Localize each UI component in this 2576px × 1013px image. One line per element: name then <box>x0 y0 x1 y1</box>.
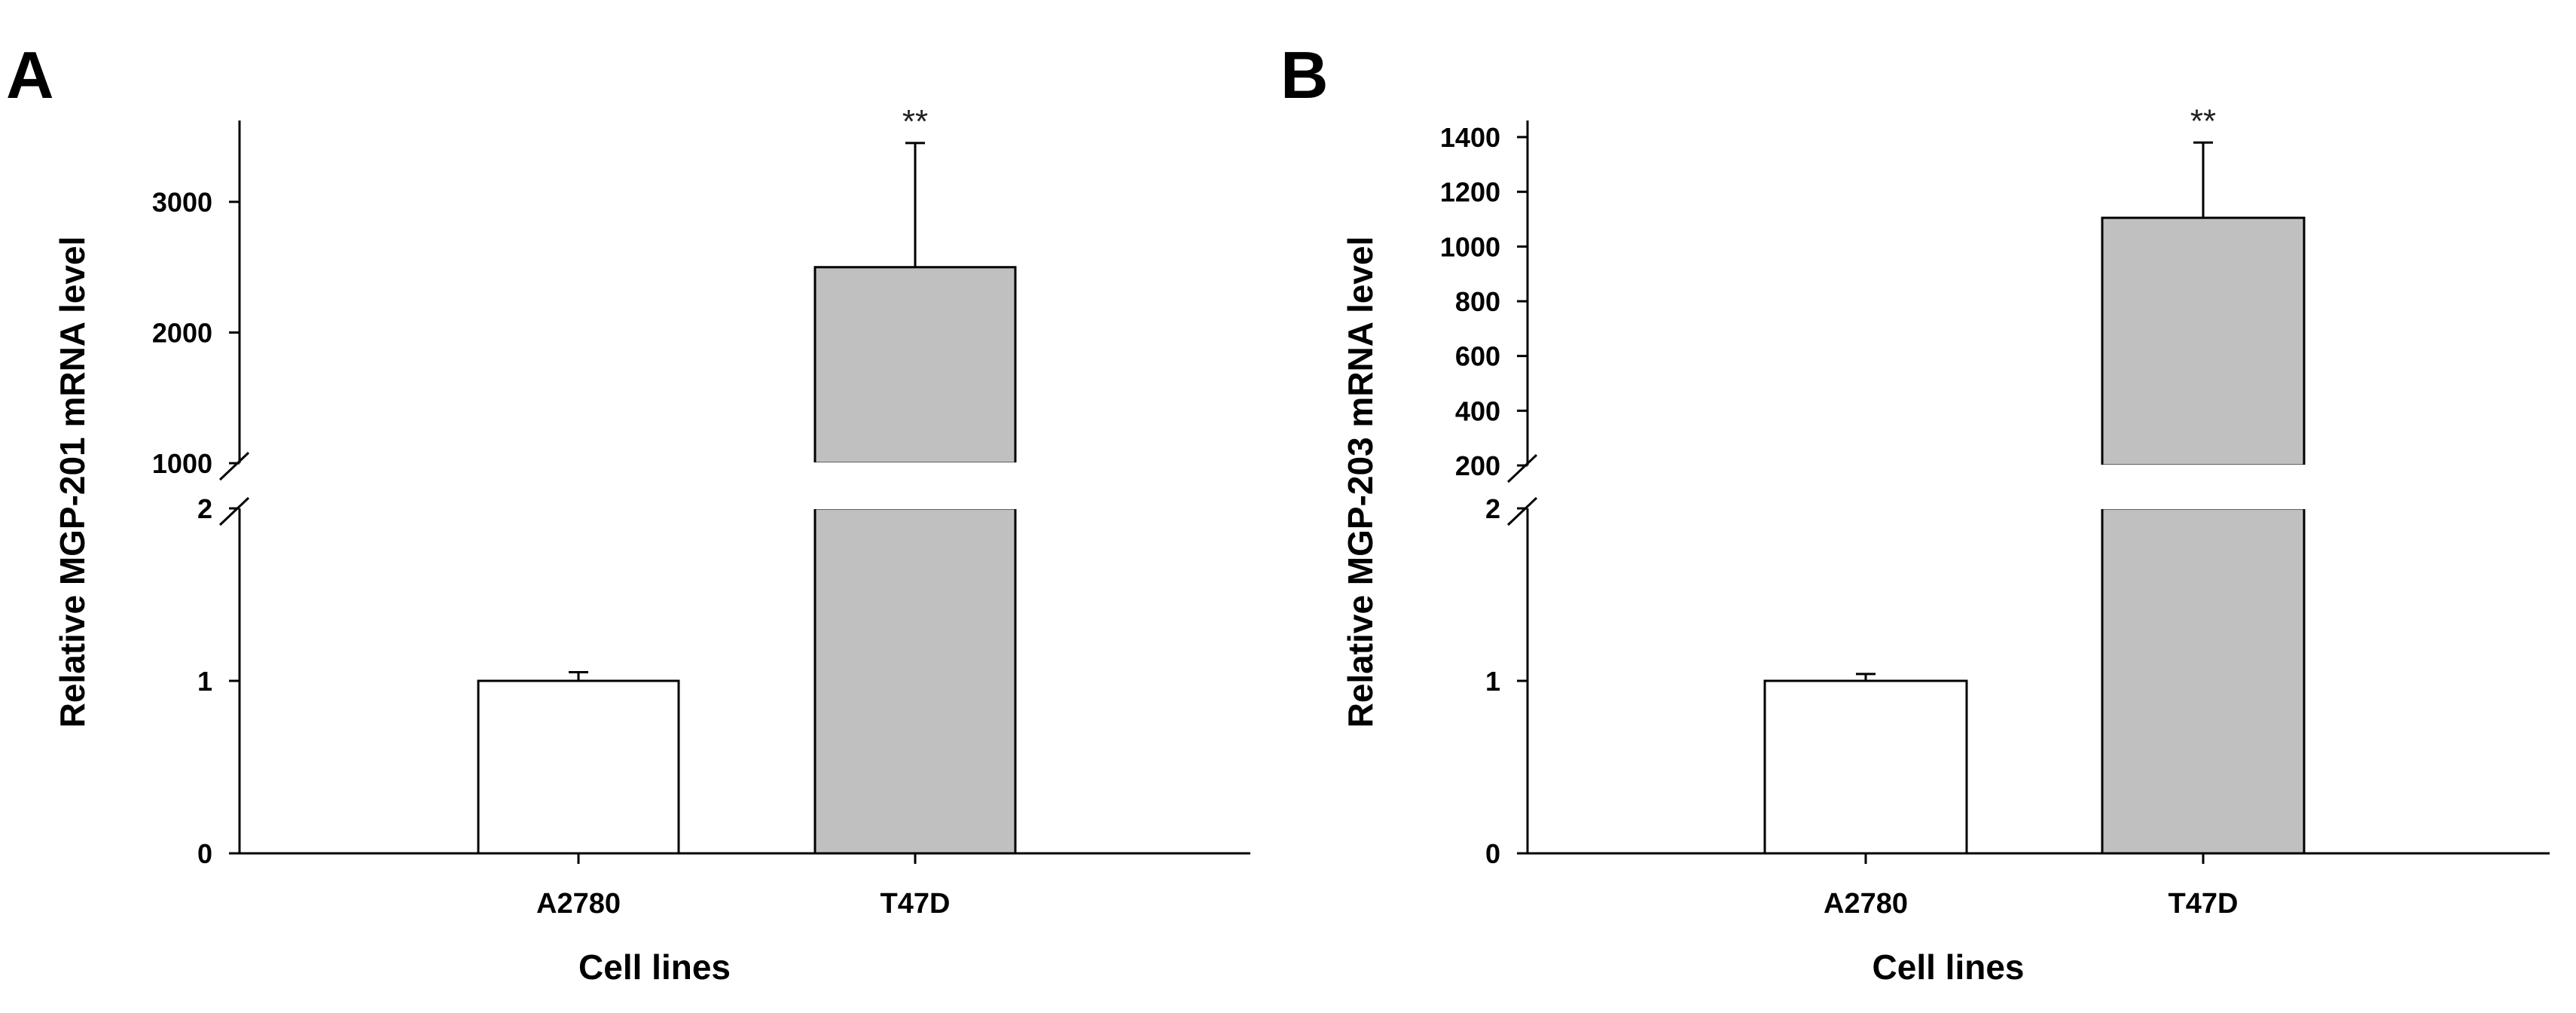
y-tick-label: 1000 <box>152 448 212 479</box>
y-axis-title: Relative MGP-201 mRNA level <box>53 236 92 728</box>
axis-break-mark <box>218 496 250 526</box>
y-tick-label: 600 <box>1455 341 1500 372</box>
significance-marker: ** <box>2190 102 2216 139</box>
x-tick-label: T47D <box>881 888 951 920</box>
axis-break-mark <box>1506 496 1538 526</box>
panel-b: B 0 1 2 200 400 600 800 1000 1200 1400 A2780 ** T47D C… <box>1280 38 2550 987</box>
x-axis-title: Cell lines <box>578 947 731 987</box>
y-tick-label: 2000 <box>152 318 212 349</box>
bar-t47d-upper <box>813 266 1017 465</box>
y-tick-label: 0 <box>1485 838 1500 869</box>
bar-t47d-lower <box>813 507 1017 855</box>
x-tick-label: A2780 <box>1824 888 1908 920</box>
y-tick-label: 1400 <box>1440 122 1500 153</box>
y-tick-label: 1200 <box>1440 177 1500 208</box>
y-tick-label: 3000 <box>152 187 212 218</box>
y-tick-label: 2 <box>1485 493 1500 524</box>
bar-a2780 <box>477 679 680 855</box>
x-axis-title: Cell lines <box>1872 947 2025 987</box>
y-tick-label: 2 <box>197 493 212 524</box>
panel-label: A <box>6 38 54 112</box>
bar-t47d-lower <box>2101 507 2306 855</box>
significance-marker: ** <box>902 103 928 140</box>
bar-break-gap <box>2099 465 2307 509</box>
y-tick-label: 800 <box>1455 286 1500 317</box>
bar-a2780 <box>1763 679 1968 855</box>
y-axis-title: Relative MGP-203 mRNA level <box>1341 236 1380 728</box>
panel-label: B <box>1280 38 1329 112</box>
panel-a: A 0 1 2 1000 2000 3000 A2780 ** T47D Cell lines Rel… <box>6 38 1250 987</box>
bar-t47d-upper <box>2101 216 2306 467</box>
y-tick-label: 1000 <box>1440 231 1500 262</box>
y-tick-label: 400 <box>1455 395 1500 426</box>
axis-break-mark <box>1506 453 1538 484</box>
y-tick-label: 1 <box>197 666 212 697</box>
bar-break-gap <box>812 462 1018 509</box>
x-tick-label: A2780 <box>536 888 621 920</box>
axis-break-mark <box>218 451 250 481</box>
y-tick-label: 0 <box>197 838 212 869</box>
x-tick-label: T47D <box>2169 888 2239 920</box>
y-tick-label: 1 <box>1485 666 1500 697</box>
y-tick-label: 200 <box>1455 450 1500 481</box>
